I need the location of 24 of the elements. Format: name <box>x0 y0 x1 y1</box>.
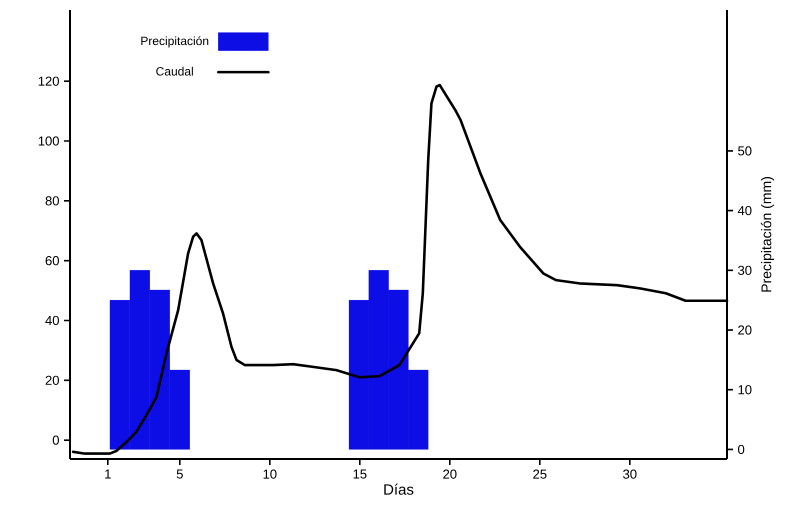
x-axis-title: Días <box>384 484 414 495</box>
legend-label: Precipitación <box>141 36 208 48</box>
x-tick-label: 20 <box>443 470 457 479</box>
y2-tick-label: 50 <box>738 146 752 156</box>
y2-tick-label: 10 <box>738 385 752 394</box>
x-tick-label: 10 <box>264 470 277 479</box>
y2-tick-label: 20 <box>738 325 752 335</box>
x-tick-label: 25 <box>533 470 546 479</box>
y-tick-label: 120 <box>38 76 59 86</box>
y-tick-label: 80 <box>46 196 59 206</box>
y2-tick-label: 40 <box>738 206 752 216</box>
x-tick-label: 30 <box>623 470 637 479</box>
x-tick-label: 15 <box>354 470 366 479</box>
y2-axis-title: Precipitación (mm) <box>760 177 774 292</box>
y-tick-label: 20 <box>46 376 59 385</box>
y2-tick-label: 30 <box>738 266 752 275</box>
x-tick-label: 5 <box>176 470 183 479</box>
y-tick-label: 60 <box>46 256 59 266</box>
x-tick-label: 1 <box>105 470 111 478</box>
y2-tick-label: 0 <box>738 444 744 454</box>
y-tick-label: 100 <box>38 136 59 146</box>
y-tick-label: 40 <box>45 316 59 326</box>
y-tick-label: 0 <box>52 436 59 445</box>
legend-label: Caudal <box>156 66 193 76</box>
